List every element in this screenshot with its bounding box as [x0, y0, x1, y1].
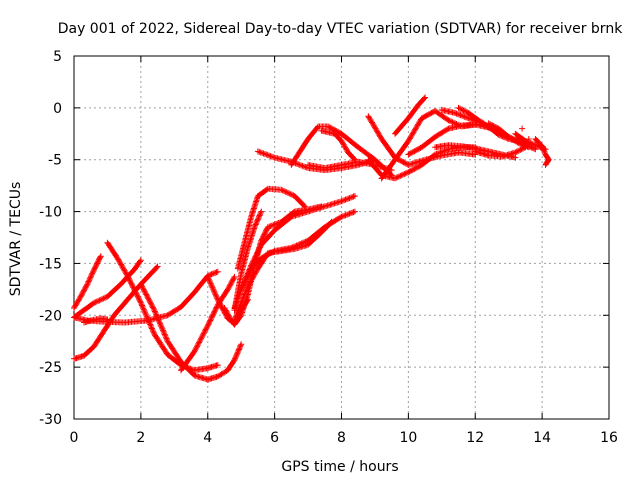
- series-arc-13: [231, 208, 265, 314]
- series-arc-31: [532, 136, 552, 168]
- series-markers: [519, 125, 532, 142]
- series-arc-14: [234, 185, 308, 272]
- x-axis-label: GPS time / hours: [281, 459, 398, 475]
- x-tick-label: 10: [399, 430, 417, 446]
- series-markers: [178, 273, 238, 374]
- series-markers: [81, 315, 111, 326]
- series-arc-23: [392, 94, 429, 137]
- data-marks: [71, 94, 552, 383]
- x-tick-label: 0: [70, 430, 79, 446]
- series-markers: [318, 127, 358, 163]
- y-tick-label: -30: [39, 412, 62, 428]
- x-tick-label: 14: [533, 430, 551, 446]
- series-markers: [472, 144, 529, 160]
- series-markers: [231, 208, 265, 314]
- series-arc-29: [485, 120, 532, 151]
- x-tick-label: 4: [203, 430, 212, 446]
- series-arc-8: [178, 273, 238, 374]
- series-markers: [104, 239, 221, 374]
- x-tick-label: 16: [600, 430, 618, 446]
- series-arc-5: [81, 315, 111, 326]
- x-tick-label: 6: [270, 430, 279, 446]
- series-markers: [238, 193, 358, 293]
- series-arc-12: [231, 218, 335, 324]
- series-markers: [305, 158, 395, 174]
- grid-lines: [74, 56, 609, 419]
- y-tick-label: -5: [48, 153, 62, 169]
- series-markers: [392, 94, 429, 137]
- y-tick-label: -20: [39, 308, 62, 324]
- y-axis-label: SDTVAR / TECUs: [8, 182, 24, 297]
- series-markers: [71, 253, 104, 311]
- series-markers: [231, 218, 335, 324]
- series-markers: [137, 281, 245, 383]
- series-markers: [532, 136, 552, 168]
- series-arc-15: [238, 193, 358, 293]
- y-tick-label: -10: [39, 205, 62, 221]
- series-markers: [234, 185, 308, 272]
- y-tick-label: 5: [53, 49, 62, 65]
- series-arc-6: [104, 239, 221, 374]
- series-arc-18: [305, 158, 395, 174]
- series-points: [519, 125, 532, 142]
- series-arc-1: [71, 253, 104, 311]
- y-tick-label: -15: [39, 256, 62, 272]
- series-arc-19: [318, 127, 358, 163]
- series-arc-20: [365, 113, 479, 168]
- y-tick-label: -25: [39, 360, 62, 376]
- x-tick-label: 12: [466, 430, 484, 446]
- series-markers: [365, 113, 479, 168]
- series-markers: [485, 120, 532, 151]
- x-tick-label: 2: [136, 430, 145, 446]
- series-arc-28: [472, 144, 529, 160]
- series-arc-17: [288, 123, 395, 179]
- x-tick-label: 8: [337, 430, 346, 446]
- y-tick-label: 0: [53, 101, 62, 117]
- axis-ticks: 0 2 4 6 8 10 12 14 16 -30 -25 -20 -15 -10 -5 0 5: [39, 49, 618, 446]
- series-arc-7: [137, 281, 245, 383]
- series-markers: [288, 123, 395, 179]
- chart-title: Day 001 of 2022, Sidereal Day-to-day VTE…: [58, 21, 623, 37]
